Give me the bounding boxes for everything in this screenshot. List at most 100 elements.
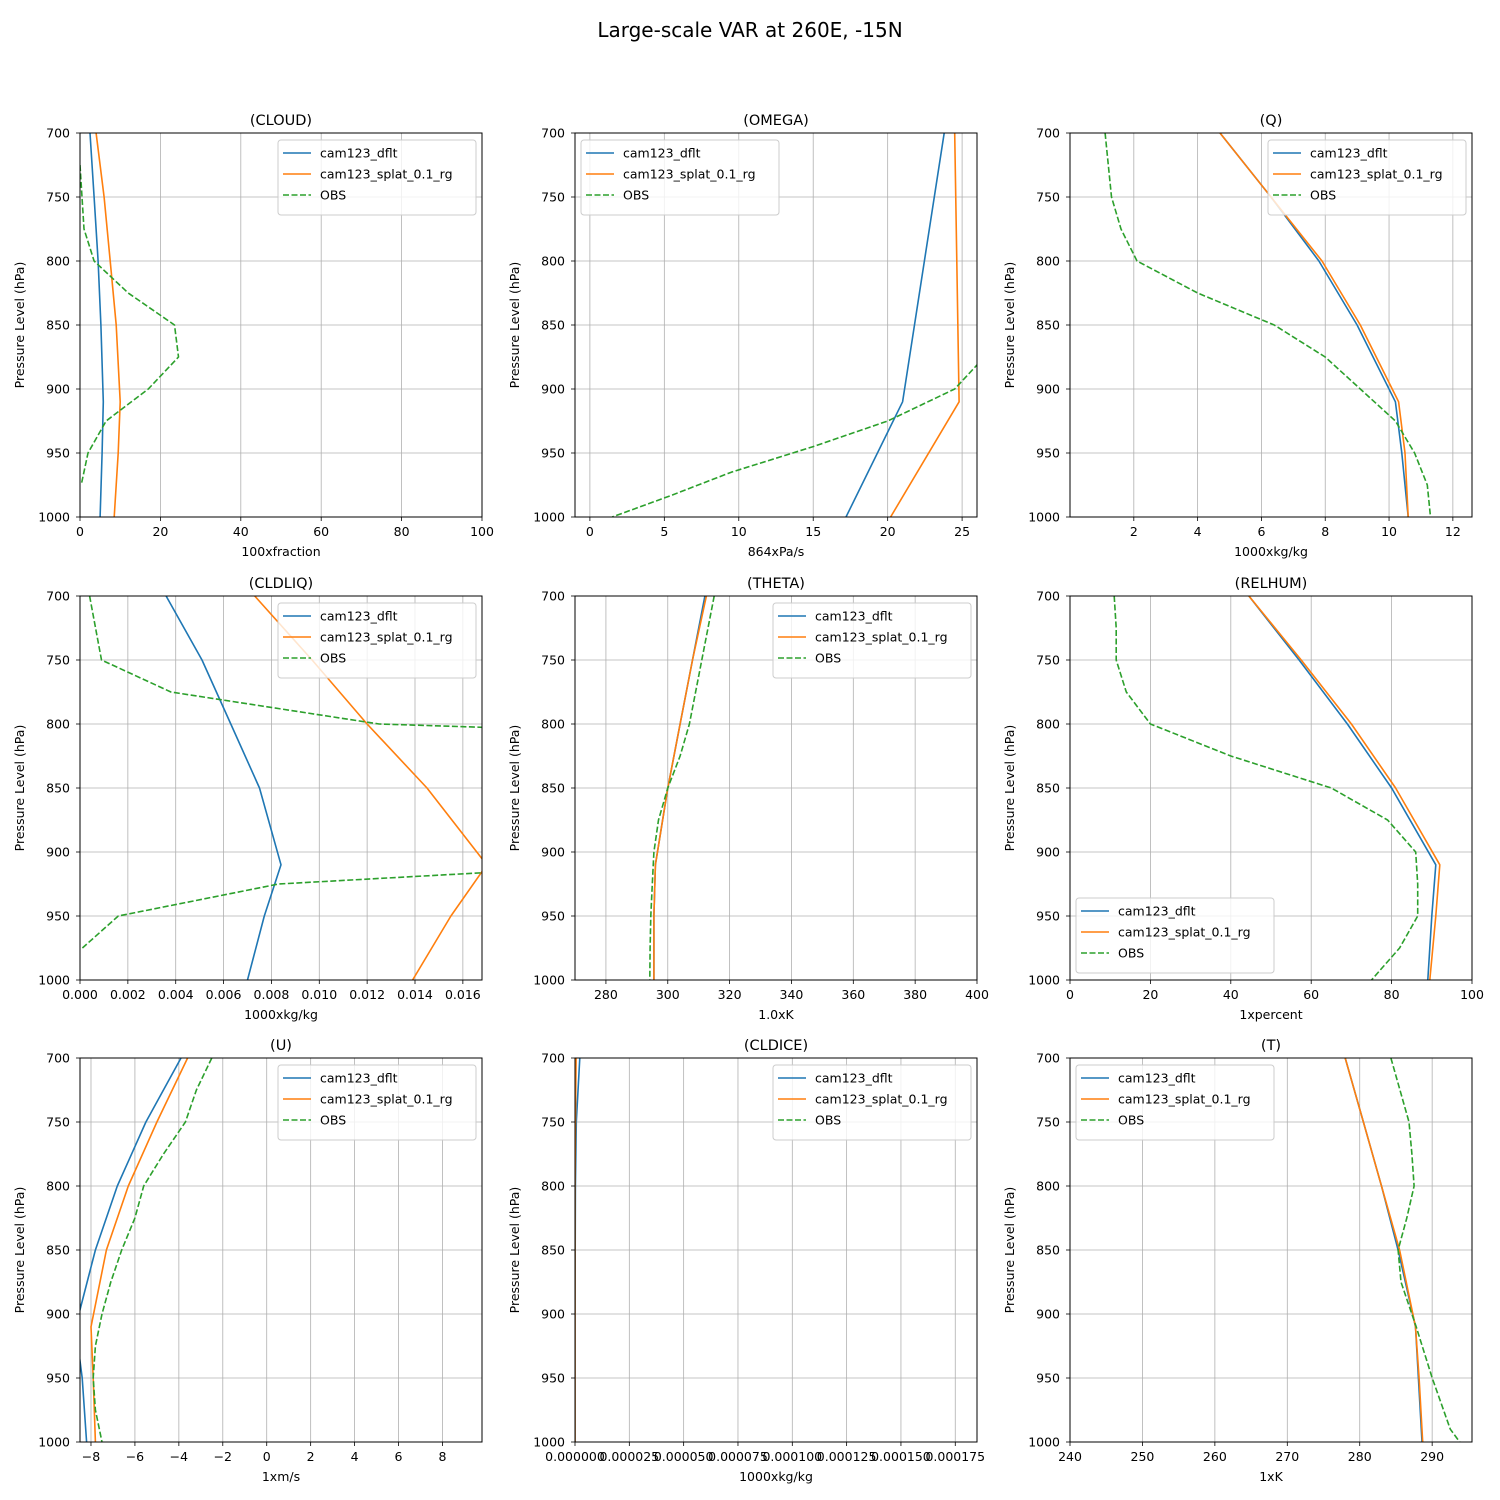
y-tick-label: 850 [541, 781, 565, 796]
y-tick-label: 1000 [38, 510, 70, 525]
x-tick-label: 20 [1142, 987, 1158, 1002]
panel-theta: 280 300 320 340 360 380 400 700 750 800 850 900 950 1… [507, 576, 989, 1022]
y-tick-label: 900 [1036, 845, 1060, 860]
y-axis-label: Pressure Level (hPa) [1002, 262, 1017, 389]
x-axis-label: 1xm/s [262, 1469, 300, 1484]
y-tick-label: 1000 [1028, 510, 1060, 525]
x-axis-label: 1xpercent [1239, 1007, 1302, 1022]
x-tick-label: 100 [1460, 987, 1484, 1002]
x-tick-label: 270 [1275, 1449, 1299, 1464]
y-axis-label: Pressure Level (hPa) [12, 262, 27, 389]
x-tick-label: 25 [954, 524, 970, 539]
y-axis-label: Pressure Level (hPa) [507, 725, 522, 852]
y-tick-label: 750 [46, 190, 70, 205]
legend: cam123_dflt cam123_splat_0.1_rg OBS [772, 602, 972, 679]
panel-title: (RELHUM) [1235, 576, 1308, 592]
y-tick-label: 700 [46, 126, 70, 141]
y-tick-label: 700 [1036, 126, 1060, 141]
series-line-obs [81, 596, 482, 949]
y-tick-label: 950 [46, 1371, 70, 1386]
series-line-obs [1113, 596, 1419, 980]
y-tick-label: 1000 [1028, 1435, 1060, 1450]
y-tick-label: 950 [541, 1371, 565, 1386]
x-tick-label: 8 [1321, 524, 1329, 539]
x-tick-label: 0.000050 [654, 1449, 714, 1464]
legend-label: cam123_splat_0.1_rg [815, 630, 948, 645]
legend-label: cam123_dflt [320, 146, 398, 161]
legend-label: cam123_dflt [1118, 1071, 1196, 1086]
y-axis-label: Pressure Level (hPa) [12, 725, 27, 852]
legend-box [772, 602, 972, 679]
x-tick-label: 4 [1194, 524, 1202, 539]
y-tick-label: 900 [541, 382, 565, 397]
x-tick-label: 0.008 [254, 987, 290, 1002]
x-tick-label: 280 [1348, 1449, 1372, 1464]
y-axis-label: Pressure Level (hPa) [12, 1187, 27, 1314]
x-ticks: 0.0000000.0000250.0000500.0000750.000100… [545, 1442, 985, 1464]
y-tick-label: 850 [1036, 781, 1060, 796]
figure-title: Large-scale VAR at 260E, -15N [597, 18, 902, 42]
x-tick-label: 20 [152, 524, 168, 539]
x-tick-label: 400 [965, 987, 989, 1002]
legend-label: cam123_dflt [1310, 146, 1388, 161]
x-tick-label: 0 [586, 524, 594, 539]
y-axis-label: Pressure Level (hPa) [507, 1187, 522, 1314]
y-tick-label: 850 [1036, 318, 1060, 333]
x-tick-label: 0.000025 [599, 1449, 659, 1464]
x-axis-label: 1000xkg/kg [739, 1469, 813, 1484]
x-tick-label: 6 [395, 1449, 403, 1464]
x-axis-label: 1000xkg/kg [1234, 544, 1308, 559]
legend-label: OBS [1118, 946, 1144, 961]
x-tick-label: 0.006 [206, 987, 242, 1002]
y-tick-label: 700 [541, 126, 565, 141]
y-tick-label: 800 [1036, 717, 1060, 732]
series-group [80, 133, 180, 517]
y-tick-label: 850 [541, 318, 565, 333]
y-tick-label: 750 [1036, 653, 1060, 668]
y-tick-label: 800 [541, 254, 565, 269]
y-ticks: 700 750 800 850 900 950 1000 [533, 1051, 575, 1450]
x-tick-label: 0 [76, 524, 84, 539]
legend-label: cam123_splat_0.1_rg [623, 167, 756, 182]
y-tick-label: 700 [1036, 589, 1060, 604]
panels: 0 20 40 60 80 1007007508008509009501000(CLOUD… [12, 113, 1484, 1484]
x-tick-label: 6 [1257, 524, 1265, 539]
y-ticks: 700 750 800 850 900 950 1000 [38, 589, 80, 988]
legend: cam123_dflt cam123_splat_0.1_rg OBS [1075, 1064, 1275, 1141]
panel-title: (T) [1261, 1038, 1281, 1054]
panel-cldliq: 0.000 0.002 0.004 0.006 0.008 0.010 0.012 0.014… [12, 576, 483, 1022]
y-tick-label: 900 [541, 1307, 565, 1322]
legend-label: OBS [1310, 188, 1336, 203]
y-ticks: 700 750 800 850 900 950 1000 [38, 1051, 80, 1450]
x-tick-label: 380 [903, 987, 927, 1002]
y-tick-label: 700 [541, 1051, 565, 1066]
x-ticks: 240 250 260 270 280 290 [1058, 1442, 1444, 1464]
legend-box [1267, 139, 1467, 216]
series-line-cam123-splat-0-1-rg [1248, 596, 1441, 980]
series-group [80, 1058, 213, 1442]
x-tick-label: 15 [805, 524, 821, 539]
legend-label: OBS [320, 1113, 346, 1128]
panel-q: 2 4 6 8 10 12 700 750 800 850 900 950 1000 (Q) 1000xkg… [1002, 113, 1473, 559]
y-tick-label: 1000 [533, 973, 565, 988]
y-ticks: 700 750 800 850 900 950 1000 [1028, 589, 1070, 988]
y-axis-label: Pressure Level (hPa) [1002, 1187, 1017, 1314]
x-tick-label: 10 [1381, 524, 1397, 539]
x-tick-label: 320 [718, 987, 742, 1002]
x-axis-label: 100xfraction [241, 544, 320, 559]
series-line-cam123-splat-0-1-rg [95, 133, 121, 517]
y-ticks: 700 750 800 850 900 950 1000 [1028, 1051, 1070, 1450]
y-tick-label: 750 [1036, 1115, 1060, 1130]
legend: cam123_dflt cam123_splat_0.1_rg OBS [580, 139, 780, 216]
series-line-cam123-dflt [1248, 596, 1437, 980]
x-tick-label: 360 [841, 987, 865, 1002]
legend-label: OBS [815, 651, 841, 666]
legend-box [277, 139, 477, 216]
y-tick-label: 800 [541, 717, 565, 732]
y-tick-label: 750 [541, 190, 565, 205]
series-line-cam123-splat-0-1-rg [889, 133, 960, 517]
x-tick-label: 4 [351, 1449, 359, 1464]
y-tick-label: 1000 [38, 973, 70, 988]
x-tick-label: −8 [82, 1449, 100, 1464]
series-line-obs [649, 596, 715, 980]
